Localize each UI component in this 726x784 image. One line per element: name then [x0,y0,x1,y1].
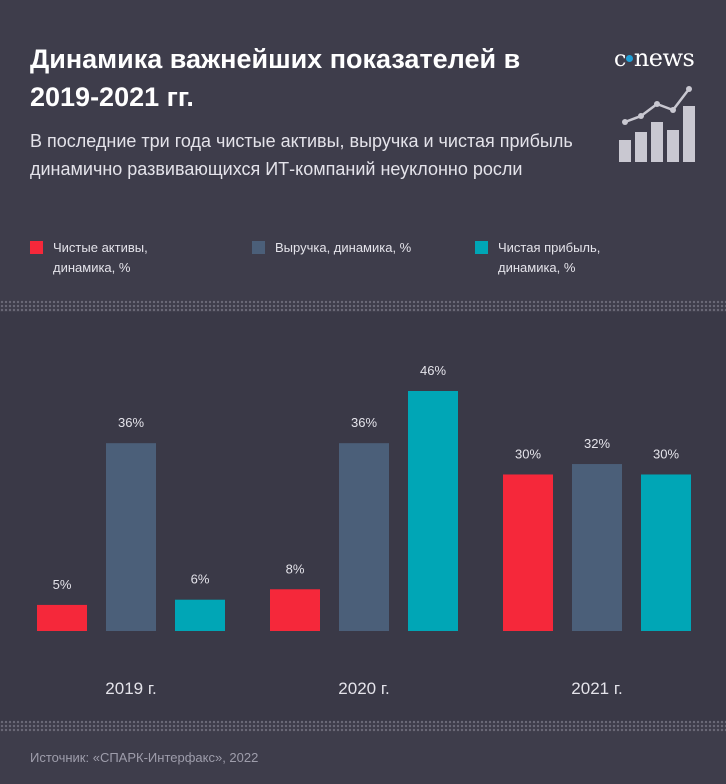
bar-net-assets-2 [270,589,320,631]
bar-net-assets-3 [503,474,553,631]
legend-label-net-assets: Чистые активы, динамика, % [53,240,148,275]
data-label-net-profit-2: 46% [420,363,446,378]
legend-item-revenue: Выручка, динамика, % [252,238,455,258]
bar-revenue-2 [339,443,389,631]
legend-label-revenue: Выручка, динамика, % [275,240,412,255]
cnews-logo: c news [614,44,695,72]
source-note: Источник: «СПАРК-Интерфакс», 2022 [30,750,259,765]
logo-text: news [633,44,695,72]
category-label-3: 2021 г. [571,679,622,698]
bar-chart: 5% 36% 6% 2019 г. 8% 36% 46% 2020 г. 30% 32% 30% 20… [37,363,691,698]
data-label-net-assets-1: 5% [53,577,72,592]
bar-revenue-3 [572,464,622,631]
legend-label-net-profit: Чистая прибыль, динамика, % [498,240,601,275]
category-label-1: 2019 г. [105,679,156,698]
data-label-net-assets-2: 8% [286,561,305,576]
dotted-divider-bottom [0,720,726,732]
data-label-net-profit-3: 30% [653,446,679,461]
page-subtitle: В последние три года чистые активы, выру… [30,131,573,179]
data-label-net-assets-3: 30% [515,446,541,461]
data-label-revenue-2: 36% [351,415,377,430]
bar-net-profit-2 [408,391,458,631]
legend-swatch-net-assets [30,241,43,254]
growth-chart-icon [619,86,695,162]
data-label-revenue-3: 32% [584,436,610,451]
dotted-divider-top [0,300,726,312]
legend-item-net-assets: Чистые активы, динамика, % [30,238,183,278]
category-label-2: 2020 г. [338,679,389,698]
data-label-revenue-1: 36% [118,415,144,430]
page-title: Динамика важнейших показателей в 2019-20… [30,44,521,112]
chart-legend: Чистые активы, динамика, % Выручка, дина… [30,238,710,278]
legend-swatch-revenue [252,241,265,254]
bar-net-profit-3 [641,474,691,631]
bar-net-assets-1 [37,604,87,631]
data-label-net-profit-1: 6% [191,572,210,587]
legend-swatch-net-profit [475,241,488,254]
bar-revenue-1 [106,443,156,631]
legend-item-net-profit: Чистая прибыль, динамика, % [475,238,633,278]
bar-net-profit-1 [175,599,225,631]
